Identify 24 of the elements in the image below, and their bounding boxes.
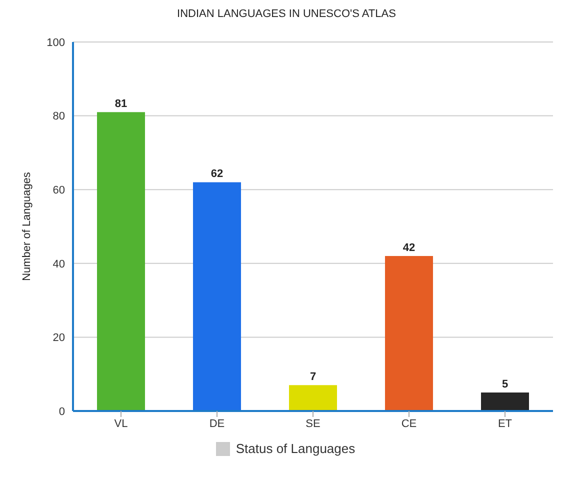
x-tick-label: CE (401, 418, 417, 430)
data-label: 5 (502, 378, 508, 391)
x-tick-label: VL (114, 418, 128, 430)
bar (289, 385, 337, 411)
data-label: 81 (114, 98, 128, 110)
text: Status of Languages (236, 441, 356, 456)
data-label: 7 (310, 371, 316, 384)
chart-title: INDIAN LANGUAGES IN UNESCO'S ATLAS (176, 8, 397, 20)
y-tick-label: 40 (52, 258, 65, 270)
y-tick-label: 100 (46, 36, 65, 49)
x-tick-label: DE (209, 418, 225, 430)
y-tick-label: 60 (52, 184, 65, 197)
y-tick-label: 20 (52, 332, 65, 344)
y-axis-title: Number of Languages (20, 172, 33, 281)
data-label: 42 (402, 242, 416, 254)
y-tick-label: 80 (52, 110, 65, 123)
bar (385, 256, 433, 411)
x-tick-label: SE (306, 418, 320, 430)
bar (193, 182, 241, 411)
bar (97, 112, 145, 411)
x-tick-label: ET (498, 418, 512, 430)
bar (481, 392, 529, 411)
y-tick-label: 0 (58, 406, 65, 418)
data-label: 62 (210, 168, 224, 180)
